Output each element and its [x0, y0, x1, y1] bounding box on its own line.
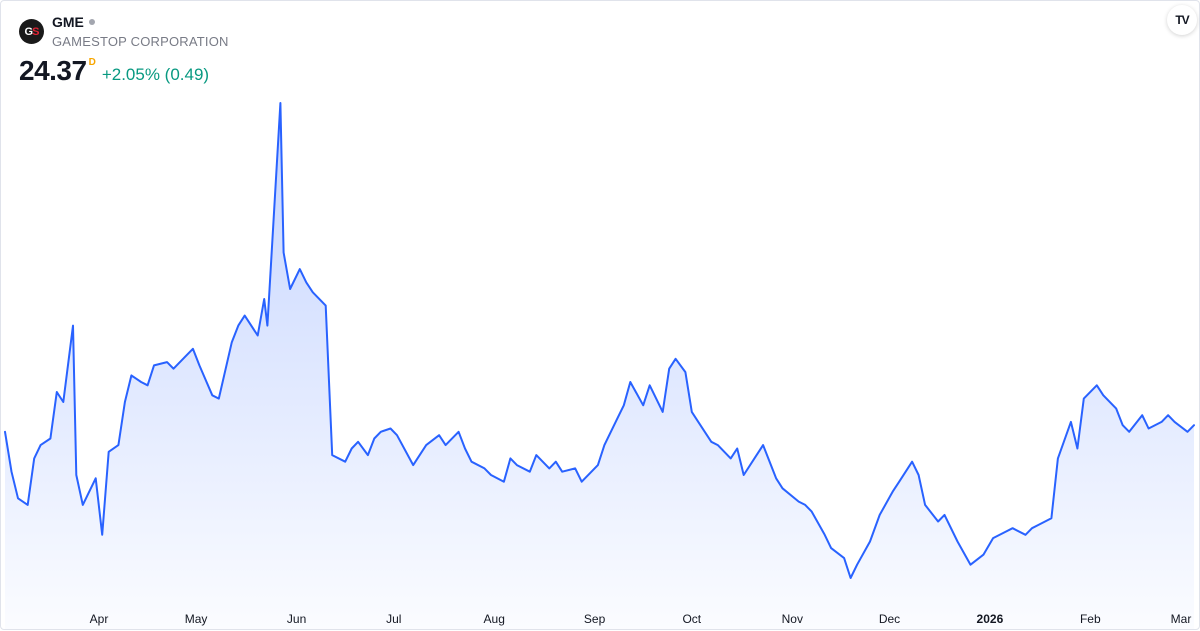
ticker-row: GME [52, 14, 95, 30]
company-name: GAMESTOP CORPORATION [52, 34, 229, 49]
x-tick-label: Jun [287, 612, 306, 626]
price-type-badge: D [88, 57, 96, 68]
x-axis: Apr May Jun Jul Aug Sep Oct Nov Dec 2026 Feb Mar [90, 612, 1192, 626]
x-tick-label: 2026 [977, 612, 1004, 626]
x-tick-label: Nov [782, 612, 803, 626]
x-tick-label: May [185, 612, 208, 626]
x-tick-label: Apr [90, 612, 109, 626]
price-row: 24.37 D +2.05% (0.49) [19, 55, 209, 87]
x-tick-label: Jul [386, 612, 401, 626]
x-tick-label: Feb [1080, 612, 1101, 626]
x-tick-label: Sep [584, 612, 606, 626]
x-tick-label: Mar [1171, 612, 1192, 626]
price-line [4, 102, 1195, 579]
x-tick-label: Aug [484, 612, 505, 626]
last-price: 24.37 [19, 55, 87, 86]
market-status-dot-icon [88, 19, 95, 25]
x-tick-label: Dec [879, 612, 900, 626]
x-tick-label: Oct [682, 612, 701, 626]
ticker-symbol[interactable]: GME [52, 14, 84, 30]
price-change: +2.05% (0.49) [101, 65, 210, 84]
price-area-fill [5, 103, 1194, 629]
